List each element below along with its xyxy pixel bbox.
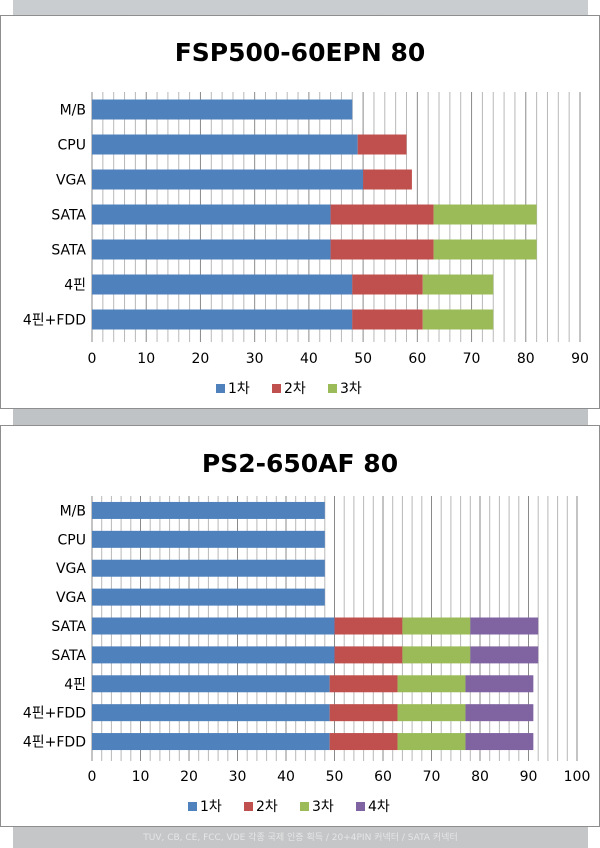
bar-segment-2차-4핀+FDD	[329, 704, 398, 722]
category-label: SATA	[51, 648, 86, 664]
bar-segment-1차-M/B	[92, 99, 353, 120]
chart-panel-fsp500: FSP500-60EPN 80 0 10 20 30 40 50 60 70 80 90 M/B CPU…	[0, 15, 600, 409]
category-label: M/B	[60, 503, 86, 519]
x-tick-label: 80	[517, 351, 535, 367]
chart-panel-ps2-650af: PS2-650AF 80 0 10 20 30 40 50 60 70 80 90 100 M/B CPU…	[0, 425, 600, 827]
bar-segment-2차-SATA	[334, 646, 403, 664]
bar-segment-2차-CPU	[357, 134, 407, 155]
bar-segment-4차-SATA	[470, 646, 539, 664]
bar-segment-1차-SATA	[92, 239, 331, 260]
x-tick-label: 90	[571, 351, 589, 367]
legend-swatch	[216, 384, 225, 393]
category-label: VGA	[56, 590, 86, 606]
chart-fsp500: FSP500-60EPN 80 0 10 20 30 40 50 60 70 80 90 M/B CPU…	[23, 38, 589, 397]
legend-label: 4차	[368, 799, 390, 815]
legend-swatch	[188, 802, 197, 811]
legend-swatch	[300, 802, 309, 811]
x-tick-label: 40	[277, 769, 295, 785]
background-caption: TUV, CB, CE, FCC, VDE 각종 국제 인증 획득 / 20+4…	[143, 833, 458, 843]
category-label: SATA	[51, 619, 86, 635]
x-tick-label: 0	[88, 351, 97, 367]
bar-segment-4차-4핀+FDD	[465, 704, 534, 722]
legend-label: 1차	[228, 381, 250, 397]
category-label: SATA	[51, 243, 86, 259]
legend-label: 2차	[256, 799, 278, 815]
bar-segment-4차-4핀	[465, 675, 534, 693]
bar-segment-2차-4핀+FDD	[352, 309, 423, 330]
x-tick-label: 30	[229, 769, 247, 785]
bar-segment-3차-4핀+FDD	[422, 309, 494, 330]
bar-segment-1차-4핀+FDD	[92, 309, 353, 330]
legend-swatch	[328, 384, 337, 393]
x-tick-label: 70	[423, 769, 441, 785]
category-label: 4핀	[64, 677, 86, 693]
bar-segment-1차-VGA	[92, 588, 325, 606]
x-tick-label: 50	[354, 351, 372, 367]
category-label: 4핀+FDD	[23, 706, 86, 722]
bar-segment-2차-SATA	[330, 239, 434, 260]
category-label: CPU	[58, 138, 86, 154]
category-label: VGA	[56, 173, 86, 189]
x-tick-label: 60	[408, 351, 426, 367]
x-tick-label: 10	[137, 351, 155, 367]
bar-segment-1차-CPU	[92, 530, 325, 548]
legend-label: 3차	[340, 381, 362, 397]
x-tick-label: 20	[192, 351, 210, 367]
legend-label: 1차	[200, 799, 222, 815]
bar-segment-1차-4핀+FDD	[92, 733, 330, 751]
legend-swatch	[356, 802, 365, 811]
chart-ps2-650af: PS2-650AF 80 0 10 20 30 40 50 60 70 80 90 100 M/B CPU…	[23, 449, 591, 815]
category-label: SATA	[51, 208, 86, 224]
x-tick-label: 100	[564, 769, 591, 785]
x-tick-label: 50	[326, 769, 344, 785]
x-tick-label: 70	[463, 351, 481, 367]
x-tick-label: 0	[88, 769, 97, 785]
bar-segment-3차-SATA	[402, 617, 471, 635]
x-tick-label: 20	[180, 769, 198, 785]
bar-segment-1차-SATA	[92, 617, 335, 635]
legend-label: 2차	[284, 381, 306, 397]
bar-segment-1차-VGA	[92, 169, 364, 190]
bar-segment-4차-4핀+FDD	[465, 733, 534, 751]
x-tick-label: 40	[300, 351, 318, 367]
category-label: M/B	[60, 103, 86, 119]
bar-segment-3차-4핀	[397, 675, 466, 693]
bar-segment-3차-4핀+FDD	[397, 733, 466, 751]
bar-segment-2차-SATA	[334, 617, 403, 635]
bar-segment-2차-4핀+FDD	[329, 733, 398, 751]
x-tick-label: 30	[246, 351, 264, 367]
bar-segment-2차-VGA	[363, 169, 412, 190]
bar-segment-1차-4핀	[92, 675, 330, 693]
bar-segment-1차-VGA	[92, 559, 325, 577]
legend-label: 3차	[312, 799, 334, 815]
bar-segment-1차-SATA	[92, 204, 331, 225]
category-label: 4핀+FDD	[23, 735, 86, 751]
bar-segment-3차-4핀+FDD	[397, 704, 466, 722]
x-tick-label: 60	[374, 769, 392, 785]
bar-segment-1차-SATA	[92, 646, 335, 664]
bar-segment-3차-SATA	[402, 646, 471, 664]
bar-segment-3차-SATA	[433, 239, 537, 260]
bar-segment-2차-4핀	[352, 274, 423, 295]
legend-swatch	[244, 802, 253, 811]
bar-segment-1차-4핀+FDD	[92, 704, 330, 722]
bar-segment-3차-SATA	[433, 204, 537, 225]
category-label: 4핀	[64, 278, 86, 294]
bar-segment-2차-SATA	[330, 204, 434, 225]
bar-segment-4차-SATA	[470, 617, 539, 635]
x-tick-label: 90	[520, 769, 538, 785]
chart-title: PS2-650AF 80	[202, 449, 398, 478]
x-tick-label: 80	[471, 769, 489, 785]
bar-segment-3차-4핀	[422, 274, 494, 295]
category-label: 4핀+FDD	[23, 313, 86, 329]
category-label: CPU	[58, 532, 86, 548]
bar-segment-1차-CPU	[92, 134, 358, 155]
bar-segment-2차-4핀	[329, 675, 398, 693]
bar-segment-1차-4핀	[92, 274, 353, 295]
category-label: VGA	[56, 561, 86, 577]
chart-title: FSP500-60EPN 80	[175, 38, 426, 67]
bar-segment-1차-M/B	[92, 501, 325, 519]
x-tick-label: 10	[132, 769, 150, 785]
legend-swatch	[272, 384, 281, 393]
